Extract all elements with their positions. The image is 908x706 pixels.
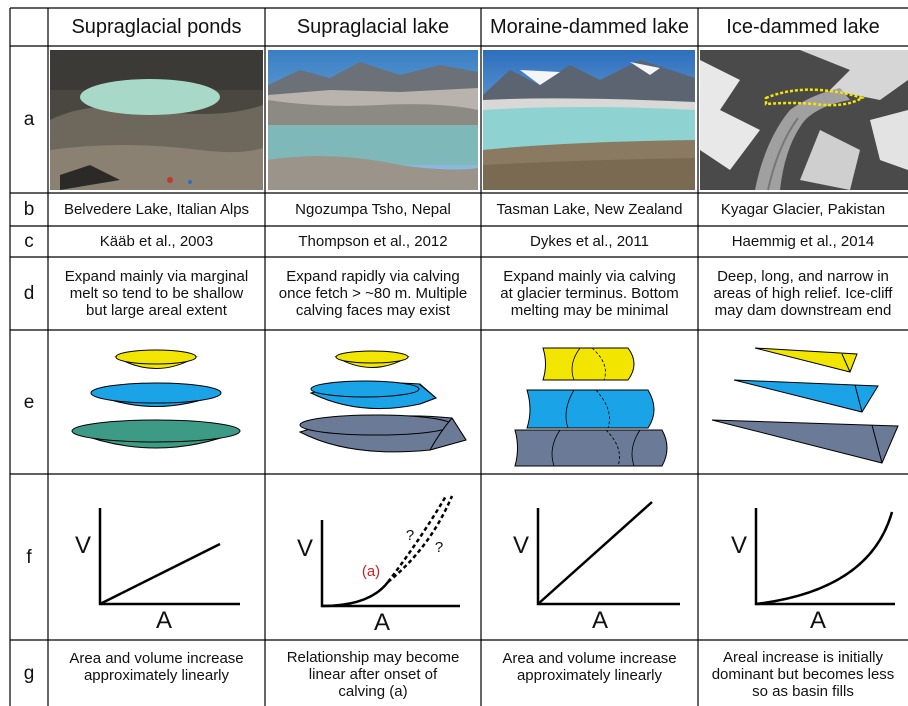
reference-col4: Haemmig et al., 2014 [731, 233, 875, 250]
ponds-shape-medium [90, 382, 222, 407]
ice-dammed-shape-stack [711, 347, 899, 464]
reference-col1: Kääb et al., 2003 [99, 233, 214, 250]
ponds-va-linear-curve [99, 542, 221, 606]
header-ice-dammed-lake: Ice-dammed lake [726, 15, 880, 38]
moraine-lake-shape-stack [514, 347, 668, 467]
photo-ngozumpa-tsho [268, 50, 478, 190]
relationship-col1: Area and volume increase approximately l… [69, 650, 244, 684]
ponds-axis-v: V [74, 532, 91, 558]
row-label-d: d [23, 283, 35, 304]
row-label-f: f [26, 546, 32, 568]
description-col2: Expand rapidly via calving once fetch > … [278, 268, 468, 319]
supraglacial-question-2: ? [434, 538, 444, 556]
ponds-shape-stack [71, 349, 241, 449]
header-supraglacial-ponds: Supraglacial ponds [71, 15, 242, 38]
row-label-g: g [23, 662, 35, 684]
relationship-col2: Relationship may become linear after ons… [286, 648, 460, 700]
description-col4: Deep, long, and narrow in areas of high … [713, 268, 893, 319]
grid-lines [9, 7, 908, 706]
row-label-e: e [23, 391, 35, 413]
supraglacial-shape-large [298, 414, 467, 453]
moraine-axis-v: V [512, 532, 529, 558]
supraglacial-va-curve [321, 581, 389, 608]
description-col1: Expand mainly via marginal melt so tend … [64, 268, 249, 319]
reference-col2: Thompson et al., 2012 [298, 233, 448, 250]
ice-va-graph [754, 508, 895, 606]
supraglacial-va-graph [320, 495, 460, 608]
ponds-shape-large [71, 419, 241, 449]
header-moraine-dammed-lake: Moraine-dammed lake [490, 15, 689, 38]
reference-col3: Dykes et al., 2011 [530, 233, 649, 250]
relationship-col4: Areal increase is initially dominant but… [711, 648, 895, 700]
ice-va-curve [755, 511, 894, 606]
moraine-va-linear-curve [537, 501, 653, 605]
photo-tasman-lake [483, 50, 695, 190]
moraine-shape-large [514, 429, 668, 467]
supraglacial-va-dashed-1 [387, 495, 448, 583]
ice-axis-a: A [809, 606, 826, 634]
location-col4: Kyagar Glacier, Pakistan [720, 201, 886, 218]
row-label-a: a [23, 109, 35, 130]
ponds-shape-small [114, 349, 198, 369]
ponds-axis-a: A [155, 606, 172, 634]
supraglacial-lake-shape-stack [298, 350, 467, 453]
ice-shape-medium [733, 379, 879, 413]
moraine-shape-small [542, 347, 635, 381]
location-col2: Ngozumpa Tsho, Nepal [295, 201, 451, 218]
ice-shape-small [754, 347, 858, 373]
row-label-c: c [24, 231, 34, 252]
photo-belvedere-lake [50, 50, 263, 190]
supraglacial-axis-a: A [373, 608, 390, 636]
supraglacial-shape-small [334, 350, 410, 368]
moraine-axis-a: A [591, 606, 608, 634]
row-label-b: b [23, 199, 35, 220]
description-col3: Expand mainly via calving at glacier ter… [500, 268, 679, 319]
ponds-va-graph [98, 508, 240, 606]
ice-shape-large [711, 419, 899, 464]
supraglacial-question-1: ? [405, 526, 415, 544]
header-supraglacial-lake: Supraglacial lake [296, 15, 450, 38]
moraine-shape-medium [526, 389, 655, 429]
location-col3: Tasman Lake, New Zealand [496, 201, 683, 218]
supraglacial-axis-v: V [296, 535, 313, 561]
moraine-va-graph [536, 501, 680, 606]
relationship-col3: Area and volume increase approximately l… [502, 650, 677, 684]
location-col1: Belvedere Lake, Italian Alps [63, 201, 250, 218]
supraglacial-shape-medium [309, 380, 437, 410]
supraglacial-onset-label: (a) [361, 562, 381, 580]
photo-kyagar-glacier [700, 50, 908, 191]
ice-axis-v: V [730, 532, 747, 558]
